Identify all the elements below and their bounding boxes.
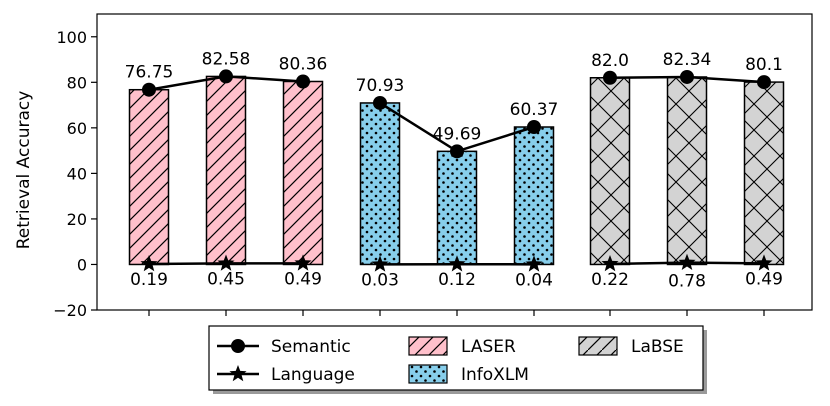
language-point — [217, 254, 235, 271]
semantic-point — [373, 95, 387, 110]
legend-label: InfoXLM — [461, 365, 529, 385]
legend-patch-laser — [408, 336, 448, 356]
legend-semantic-marker — [231, 339, 245, 353]
y-axis: −20 0 20 40 60 80 100 — [53, 28, 97, 320]
semantic-point — [527, 120, 541, 135]
lines-layer — [140, 69, 773, 272]
language-point — [525, 255, 543, 272]
language-point — [678, 253, 696, 270]
bar-hatch — [128, 88, 170, 266]
bar-hatch — [743, 81, 785, 266]
language-value-label: 0.22 — [591, 270, 629, 290]
labels-layer: 76.75 82.58 80.36 0.19 0.45 0.49 70.93 49.69 60.… — [125, 49, 783, 291]
legend-patch-infoxlm — [408, 364, 448, 384]
semantic-value-label: 80.1 — [745, 55, 783, 75]
y-tick-label: 100 — [56, 28, 87, 47]
semantic-point — [296, 74, 310, 89]
bars-layer — [128, 75, 785, 266]
semantic-point — [450, 144, 464, 159]
y-tick-label: −20 — [53, 301, 87, 320]
legend-box — [208, 325, 704, 391]
y-tick-label: 60 — [67, 119, 87, 138]
language-point — [448, 255, 466, 272]
legend-label: LaBSE — [631, 337, 684, 357]
language-point — [294, 254, 312, 271]
semantic-value-label: 60.37 — [510, 100, 559, 120]
legend-patch-labse — [578, 336, 618, 356]
semantic-value-label: 82.34 — [663, 50, 712, 70]
language-point — [755, 254, 773, 271]
bar-hatch — [359, 102, 401, 266]
bar-hatch — [205, 75, 247, 266]
y-tick-label: 20 — [67, 210, 87, 229]
bar-hatch — [436, 150, 478, 266]
language-value-label: 0.78 — [668, 272, 706, 292]
semantic-value-label: 49.69 — [433, 124, 482, 144]
semantic-value-label: 76.75 — [125, 63, 174, 83]
legend-label: Language — [271, 365, 355, 385]
bar-hatch — [513, 126, 555, 266]
language-value-label: 0.04 — [515, 270, 553, 290]
semantic-value-label: 82.0 — [591, 51, 629, 71]
semantic-value-label: 82.58 — [202, 49, 251, 69]
language-point — [601, 254, 619, 272]
legend-language-marker — [229, 365, 247, 382]
legend: Semantic Language LASER InfoXLM LaBSE — [208, 325, 707, 394]
semantic-value-label: 70.93 — [356, 76, 405, 96]
semantic-point — [680, 69, 694, 84]
semantic-point — [757, 75, 771, 90]
language-value-label: 0.49 — [284, 269, 322, 289]
bar-hatch — [589, 77, 631, 266]
y-axis-title: Retrieval Accuracy — [14, 91, 34, 250]
plot-frame — [96, 13, 813, 311]
legend-label: Semantic — [271, 337, 351, 357]
semantic-point — [219, 69, 233, 84]
language-value-label: 0.49 — [745, 269, 783, 289]
language-point — [140, 255, 158, 272]
y-tick-label: 80 — [67, 73, 87, 92]
semantic-value-label: 80.36 — [279, 54, 328, 74]
y-tick-label: 0 — [77, 255, 87, 274]
bar-hatch — [282, 80, 324, 266]
semantic-point — [603, 70, 617, 85]
language-value-label: 0.45 — [207, 269, 245, 289]
bar-hatch — [666, 76, 708, 266]
language-point — [371, 255, 389, 272]
language-value-label: 0.03 — [361, 270, 399, 290]
semantic-point — [142, 82, 156, 97]
language-value-label: 0.19 — [130, 270, 168, 290]
y-tick-label: 40 — [67, 164, 87, 183]
legend-label: LASER — [461, 337, 516, 357]
language-value-label: 0.12 — [438, 270, 476, 290]
x-axis — [148, 310, 765, 316]
